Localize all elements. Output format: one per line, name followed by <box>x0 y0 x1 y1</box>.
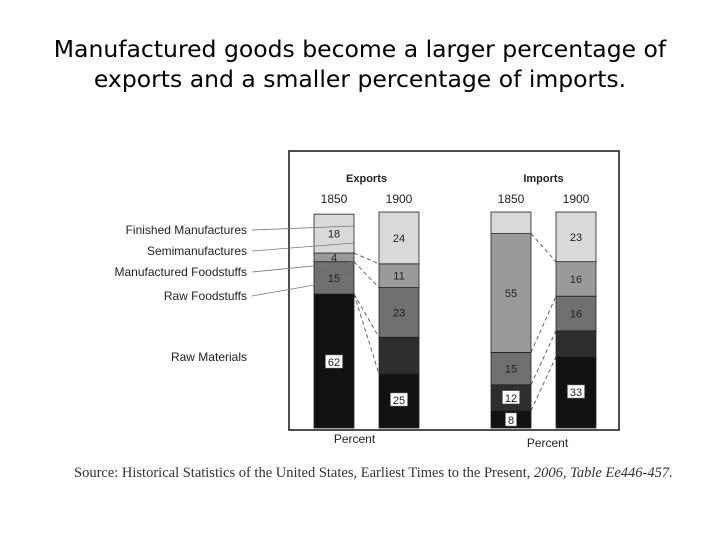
source-note: Source: Historical Statistics of the Uni… <box>74 464 674 482</box>
data-label-1-finished-manufactures: 24 <box>393 233 405 245</box>
connector-exports-2 <box>353 261 380 288</box>
data-label-3-manufactured-foodstuffs: 16 <box>570 309 582 321</box>
group-label-imports: Imports <box>523 173 563 185</box>
data-label-0-raw-materials: 62 <box>328 357 340 369</box>
data-label-box-0-0 <box>325 354 343 369</box>
bar-seg-3-raw-materials <box>555 356 597 429</box>
stacked-bar-chart: 62 15 4 18 25 23 11 24 8 12 15 55 33 16 16 23 1850 1900 18… <box>114 150 620 450</box>
category-label-2: 1850 <box>498 192 525 206</box>
data-label-box-2-0 <box>505 412 517 427</box>
connector-imports-0 <box>530 356 557 411</box>
data-label-3-raw-materials: 33 <box>570 387 582 399</box>
leader-semimanufactures <box>251 242 355 252</box>
data-label-1-manufactured-foodstuffs: 23 <box>393 307 405 319</box>
data-label-box-3-0 <box>567 384 585 399</box>
data-label-box-1-0 <box>390 392 408 407</box>
leader-finished-manufactures <box>251 225 355 231</box>
bar-seg-3-raw-foodstuffs <box>555 330 597 358</box>
data-label-2-semimanufactures: 55 <box>505 288 517 300</box>
slide-title: Manufactured goods become a larger perce… <box>53 35 667 93</box>
data-label-2-raw-materials: 8 <box>508 415 514 427</box>
data-label-2-manufactured-foodstuffs: 15 <box>505 364 517 376</box>
bar-seg-1-manufactured-foodstuffs <box>378 287 420 338</box>
bar-seg-3-finished-manufactures <box>555 211 597 263</box>
bar-seg-1-raw-foodstuffs <box>378 336 420 375</box>
bar-seg-3-manufactured-foodstuffs <box>555 295 597 332</box>
source-prefix: Source: Historical Statistics of the Uni… <box>74 465 534 481</box>
x-label-imports: Percent <box>527 436 569 450</box>
x-label-exports: Percent <box>334 432 376 446</box>
legend-finished-manufactures: Finished Manufactures <box>126 223 247 237</box>
connector-imports-2 <box>530 296 557 353</box>
data-label-2-raw-foodstuffs: 12 <box>505 393 517 405</box>
group-label-exports: Exports <box>346 173 387 185</box>
data-label-1-raw-materials: 25 <box>393 395 405 407</box>
data-label-0-manufactured-foodstuffs: 15 <box>328 273 340 285</box>
connector-exports-1 <box>353 293 380 338</box>
bar-seg-0-manufactured-foodstuffs <box>313 261 355 295</box>
category-label-0: 1850 <box>321 192 348 206</box>
connector-imports-1 <box>530 330 557 385</box>
leader-raw-foodstuffs <box>251 277 355 297</box>
data-label-1-semimanufactures: 11 <box>393 271 404 283</box>
data-label-3-finished-manufactures: 23 <box>570 232 582 244</box>
data-label-3-semimanufactures: 16 <box>570 274 582 286</box>
data-label-box-2-1 <box>502 390 520 405</box>
data-label-0-semimanufactures: 4 <box>331 252 337 264</box>
connector-imports-3 <box>530 233 557 262</box>
bar-seg-2-manufactured-foodstuffs <box>490 351 532 386</box>
leader-manufactured-foodstuffs <box>251 261 355 273</box>
legend-leaders <box>251 225 355 297</box>
bar-seg-2-finished-manufactures <box>490 211 532 235</box>
legend-manufactured-foodstuffs: Manufactured Foodstuffs <box>114 265 247 279</box>
data-label-0-finished-manufactures: 18 <box>328 229 340 241</box>
source-suffix: 2006, Table Ee446-457. <box>533 465 673 481</box>
bar-seg-0-finished-manufactures <box>313 213 355 254</box>
legend-semimanufactures: Semimanufactures <box>147 244 247 258</box>
legend-raw-foodstuffs: Raw Foodstuffs <box>164 289 247 303</box>
bar-seg-2-semimanufactures <box>490 233 532 353</box>
bar-seg-3-semimanufactures <box>555 261 597 297</box>
connector-exports-3 <box>353 252 380 265</box>
bar-seg-1-finished-manufactures <box>378 211 420 265</box>
category-label-3: 1900 <box>563 192 590 206</box>
category-label-1: 1900 <box>386 192 413 206</box>
legend-raw-materials: Raw Materials <box>171 350 247 364</box>
connector-lines <box>353 233 557 411</box>
chart-labels: 62 15 4 18 25 23 11 24 8 12 15 55 33 16 16 23 1850 1900 18… <box>114 173 589 450</box>
